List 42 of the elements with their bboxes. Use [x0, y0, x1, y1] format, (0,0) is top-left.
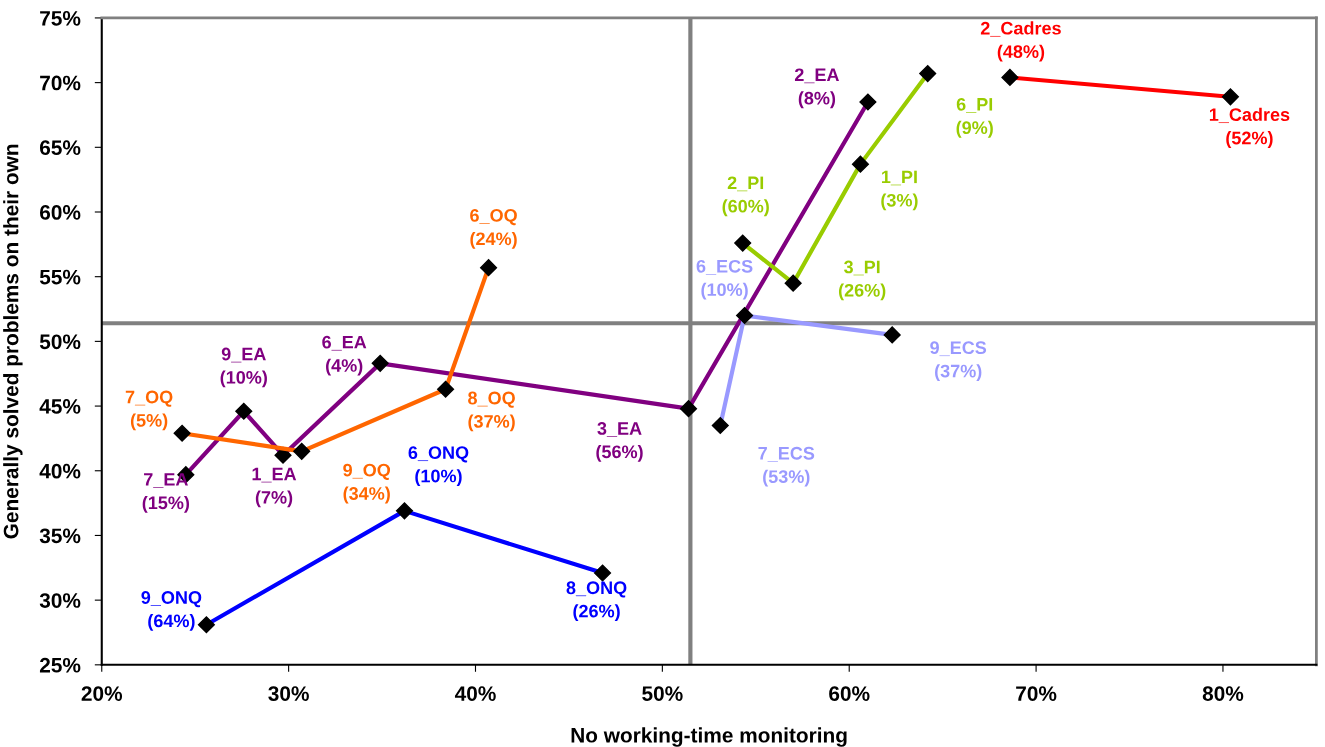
x-tick-label: 70%: [1016, 686, 1057, 701]
annotation: 6_EA (4%): [322, 335, 367, 376]
annotation: 1_PI (3%): [881, 170, 918, 211]
annotation: 2_EA (8%): [794, 68, 840, 109]
annotation: 9_EA (10%): [220, 347, 267, 388]
annotation: 6_OQ (24%): [470, 209, 517, 249]
y-tick-label: 50%: [39, 334, 81, 350]
annotation: 7_ECS (53%): [758, 446, 815, 487]
annotation: 7_OQ (5%): [125, 390, 173, 431]
annotation: 3_EA (56%): [596, 422, 643, 462]
y-tick-label: 35%: [39, 528, 81, 544]
annotation: 9_ECS (37%): [930, 341, 987, 382]
y-tick-label: 75%: [40, 10, 81, 26]
y-axis-title: Generally solved problems on their own: [3, 144, 23, 539]
annotation: 9_ONQ (64%): [141, 591, 202, 631]
x-tick-label: 40%: [454, 686, 496, 701]
annotation: 7_EA (15%): [142, 473, 190, 513]
annotation: 8_ONQ (26%): [566, 581, 627, 622]
annotation: 9_OQ (34%): [343, 463, 391, 504]
y-tick-label: 70%: [40, 75, 81, 91]
annotation: 2_PI (60%): [722, 176, 769, 217]
annotation: 8_OQ (37%): [468, 391, 515, 432]
y-tick-label: 45%: [39, 399, 81, 414]
annotation: 1_Cadres (52%): [1209, 107, 1290, 148]
x-tick-label: 80%: [1202, 686, 1244, 701]
annotation: 6_ECS (10%): [696, 259, 753, 300]
x-tick-label: 30%: [268, 686, 309, 701]
y-tick-label: 65%: [39, 140, 81, 156]
x-tick-label: 50%: [642, 686, 683, 701]
x-axis-title: No working-time monitoring: [571, 727, 847, 747]
y-tick-label: 60%: [39, 205, 81, 220]
x-tick-label: 60%: [829, 686, 870, 701]
y-tick-label: 55%: [39, 269, 81, 285]
annotation: 2_Cadres (48%): [980, 21, 1061, 62]
annotation: 6_PI (9%): [956, 97, 993, 138]
x-tick-label: 20%: [81, 686, 123, 701]
y-tick-label: 25%: [39, 657, 81, 673]
y-tick-label: 30%: [39, 593, 81, 608]
annotation: 6_ONQ (10%): [408, 446, 469, 486]
y-tick-label: 40%: [39, 463, 81, 479]
annotation: 3_PI (26%): [838, 260, 886, 301]
annotation: 1_EA (7%): [252, 467, 297, 508]
